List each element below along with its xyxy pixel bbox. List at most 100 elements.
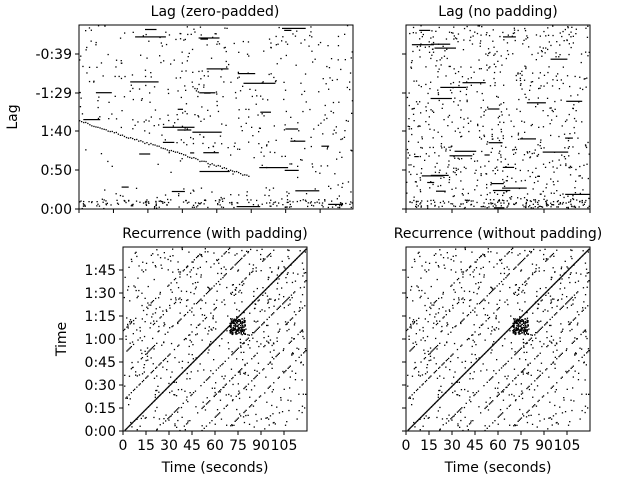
heatmap-cell [532,304,534,306]
heatmap-cell [487,106,489,108]
heatmap-cell [226,404,229,406]
heatmap-cell [442,291,444,294]
heatmap-cell [241,334,243,336]
heatmap-cell [440,254,442,256]
heatmap-cell [233,328,235,330]
heatmap-cell [483,298,485,300]
heatmap-cell [453,298,455,301]
heatmap-cell [473,324,475,326]
heatmap-cell [556,280,558,283]
heatmap-cell [541,206,544,208]
heatmap-cell [179,38,182,40]
heatmap-cell [319,172,321,174]
heatmap-cell [461,193,463,195]
heatmap-cell [220,278,222,280]
heatmap-cell [200,34,202,36]
heatmap-cell [179,301,181,304]
heatmap-cell [217,258,220,261]
heatmap-cell [256,340,258,343]
heatmap-cell [546,337,548,339]
heatmap-cell [344,33,346,35]
heatmap-cell [239,320,241,322]
heatmap-cell [425,106,427,108]
heatmap-cell [315,171,317,173]
heatmap-cell [305,101,307,103]
heatmap-cell [244,363,246,366]
heatmap-cell [582,254,584,256]
heatmap-cell [230,325,232,327]
heatmap-cell [85,121,87,124]
heatmap-cell [547,27,549,29]
heatmap-cell [215,307,217,309]
heatmap-cell [162,422,164,424]
heatmap-cell [286,421,288,423]
heatmap-cell [474,172,476,174]
heatmap-cell [167,88,169,91]
heatmap-cell [583,203,585,205]
heatmap-cell [476,160,479,162]
heatmap-cell [158,364,160,366]
heatmap-cell [515,266,517,268]
heatmap-cell [156,207,158,209]
heatmap-cell [205,425,208,427]
heatmap-cell [503,389,505,391]
heatmap-cell [492,40,494,42]
heatmap-cell [484,425,486,427]
heatmap-cell [179,273,181,275]
heatmap-cell [410,61,413,64]
heatmap-cell [552,166,554,168]
heatmap-cell [253,355,255,358]
heatmap-cell [293,324,296,326]
heatmap-cell [216,337,218,339]
heatmap-cell [543,343,545,345]
heatmap-cell [578,258,580,261]
heatmap-cell [579,418,581,420]
heatmap-cell [305,200,307,202]
heatmap-cell [153,125,155,127]
heatmap-cell [500,205,502,207]
heatmap-cell [129,300,131,302]
heatmap-cell [466,99,468,101]
heatmap-cell [174,122,176,124]
heatmap-cell [217,41,219,43]
heatmap-cell [533,248,535,251]
heatmap-cell [491,135,493,138]
heatmap-cell [491,128,493,131]
heatmap-cell [557,299,559,302]
heatmap-cell [502,390,504,392]
heatmap-cell [288,342,290,344]
heatmap-cell [241,320,243,323]
heatmap-cell [254,376,256,379]
panel-lag-no-padding: Lag (no padding) [402,4,591,213]
heatmap-cell [180,290,183,292]
heatmap-cell [200,78,202,80]
heatmap-cell [584,405,587,407]
heatmap-cell [79,201,81,203]
heatmap-cell [137,295,139,297]
heatmap-cell [146,199,148,201]
heatmap-cell [197,324,199,326]
heatmap-cell [162,366,164,368]
heatmap-cell [526,421,529,424]
heatmap-cell [199,266,201,268]
heatmap-cell [254,303,256,305]
heatmap-cell [277,323,279,325]
heatmap-cell [568,155,570,157]
heatmap-cell [215,415,217,417]
heatmap-cell [240,292,243,294]
heatmap-cell [258,295,260,297]
heatmap-cell [132,343,135,346]
heatmap-cell [180,299,183,301]
heatmap-cell [256,370,258,372]
heatmap-cell [141,98,143,100]
heatmap-cell [242,321,244,323]
heatmap-cell [563,196,565,199]
heatmap-cell [500,161,502,163]
heatmap-cell [162,147,164,150]
heatmap-cell [577,137,579,139]
heatmap-cell [195,358,197,361]
heatmap-cell [575,352,577,354]
heatmap-cell [214,387,216,389]
heatmap-cell [412,300,414,302]
heatmap-cell [443,393,445,395]
